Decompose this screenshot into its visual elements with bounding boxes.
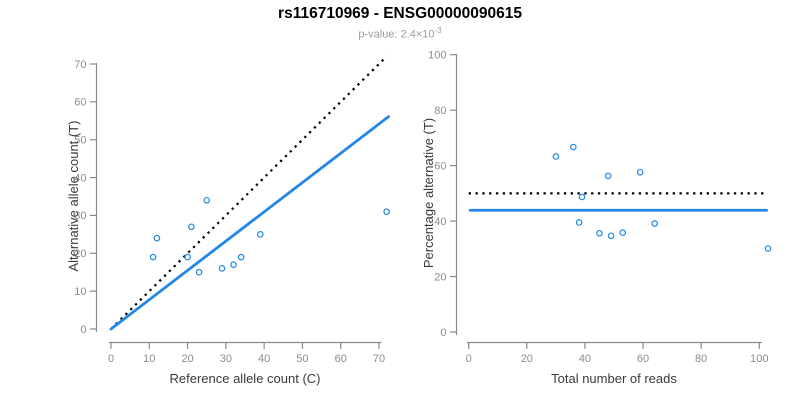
left-x-tick-label: 50 <box>296 353 308 365</box>
left-y-tick-label: 30 <box>74 210 86 222</box>
left-data-point <box>218 265 226 272</box>
left-data-point <box>383 208 390 215</box>
right-y-tick-label: 20 <box>434 271 446 283</box>
p-value-subtitle: p-value: 2.4×10-3 <box>0 26 800 41</box>
right-data-point <box>552 153 560 160</box>
right-data-point <box>575 219 583 226</box>
right-x-tick-label: 60 <box>637 353 649 365</box>
left-data-point <box>230 261 237 268</box>
left-points <box>149 196 390 276</box>
left-x-tick-label: 60 <box>335 353 347 365</box>
right-lines <box>468 192 768 212</box>
left-data-point <box>153 234 161 242</box>
fit-line <box>109 115 390 331</box>
right-y-tick-label: 0 <box>440 327 446 339</box>
left-y-tick-label: 10 <box>74 286 86 298</box>
right-data-point <box>619 229 627 237</box>
p-value-exponent: -3 <box>434 26 442 35</box>
right-data-point <box>636 168 644 176</box>
left-x-tick-label: 40 <box>258 353 270 365</box>
right-x-tick-label: 80 <box>695 353 707 365</box>
right-data-point <box>607 232 615 240</box>
left-x-axis-title: Reference allele count (C) <box>169 371 320 386</box>
left-y-tick-label: 40 <box>74 172 86 184</box>
right-y-tick-label: 100 <box>428 50 446 62</box>
left-data-point <box>203 196 211 204</box>
left-y-tick-label: 70 <box>74 59 86 71</box>
left-data-point <box>195 268 203 276</box>
right-data-point <box>604 172 612 180</box>
left-data-point <box>257 231 264 238</box>
right-x-tick-label: 0 <box>466 353 472 365</box>
plot-title: rs116710969 - ENSG00000090615 <box>278 5 522 22</box>
right-data-point <box>578 193 586 201</box>
right-y-axis-title: Percentage alternative (T) <box>421 118 436 268</box>
left-lines <box>109 55 390 331</box>
left-x-tick-label: 30 <box>220 353 232 365</box>
right-x-axis-title: Total number of reads <box>551 371 677 386</box>
right-y-tick-label: 40 <box>434 216 446 228</box>
right-x-tick-label: 100 <box>750 353 768 365</box>
left-y-tick-label: 20 <box>74 248 86 260</box>
left-x-tick-label: 10 <box>143 353 155 365</box>
p-value-text: p-value: 2.4×10 <box>358 28 435 41</box>
left-y-tick-label: 0 <box>80 324 86 336</box>
left-x-tick-label: 70 <box>373 353 385 365</box>
left-data-point <box>188 223 195 231</box>
left-y-axis-title: Alternative allele count (T) <box>66 120 81 271</box>
left-data-point <box>149 253 157 261</box>
left-x-tick-label: 0 <box>108 353 114 365</box>
identity-line <box>110 55 388 330</box>
left-panel: 0 10 20 30 40 50 60 70 0 10 20 30 40 50 60 70 Reference… <box>66 55 390 386</box>
right-x-tick-label: 40 <box>579 353 591 365</box>
right-points <box>552 143 772 252</box>
left-data-point <box>184 253 191 261</box>
right-panel: 0 20 40 60 80 100 0 20 40 60 80 100 Total number of… <box>421 50 772 386</box>
right-y-tick-label: 80 <box>434 105 446 117</box>
right-y-tick-label: 60 <box>434 160 446 172</box>
right-data-point <box>596 229 603 237</box>
right-x-tick-label: 20 <box>521 353 533 365</box>
right-data-point <box>570 143 577 151</box>
left-data-point <box>237 253 245 261</box>
left-y-tick-label: 60 <box>74 97 86 109</box>
right-axes: 0 20 40 60 80 100 0 20 40 60 80 100 <box>428 50 768 366</box>
left-axes: 0 10 20 30 40 50 60 70 0 10 20 30 40 50 60 70 <box>74 59 385 365</box>
right-data-point <box>764 245 772 252</box>
right-data-point <box>651 220 658 227</box>
left-y-tick-label: 50 <box>74 135 86 147</box>
left-x-tick-label: 20 <box>181 353 193 365</box>
